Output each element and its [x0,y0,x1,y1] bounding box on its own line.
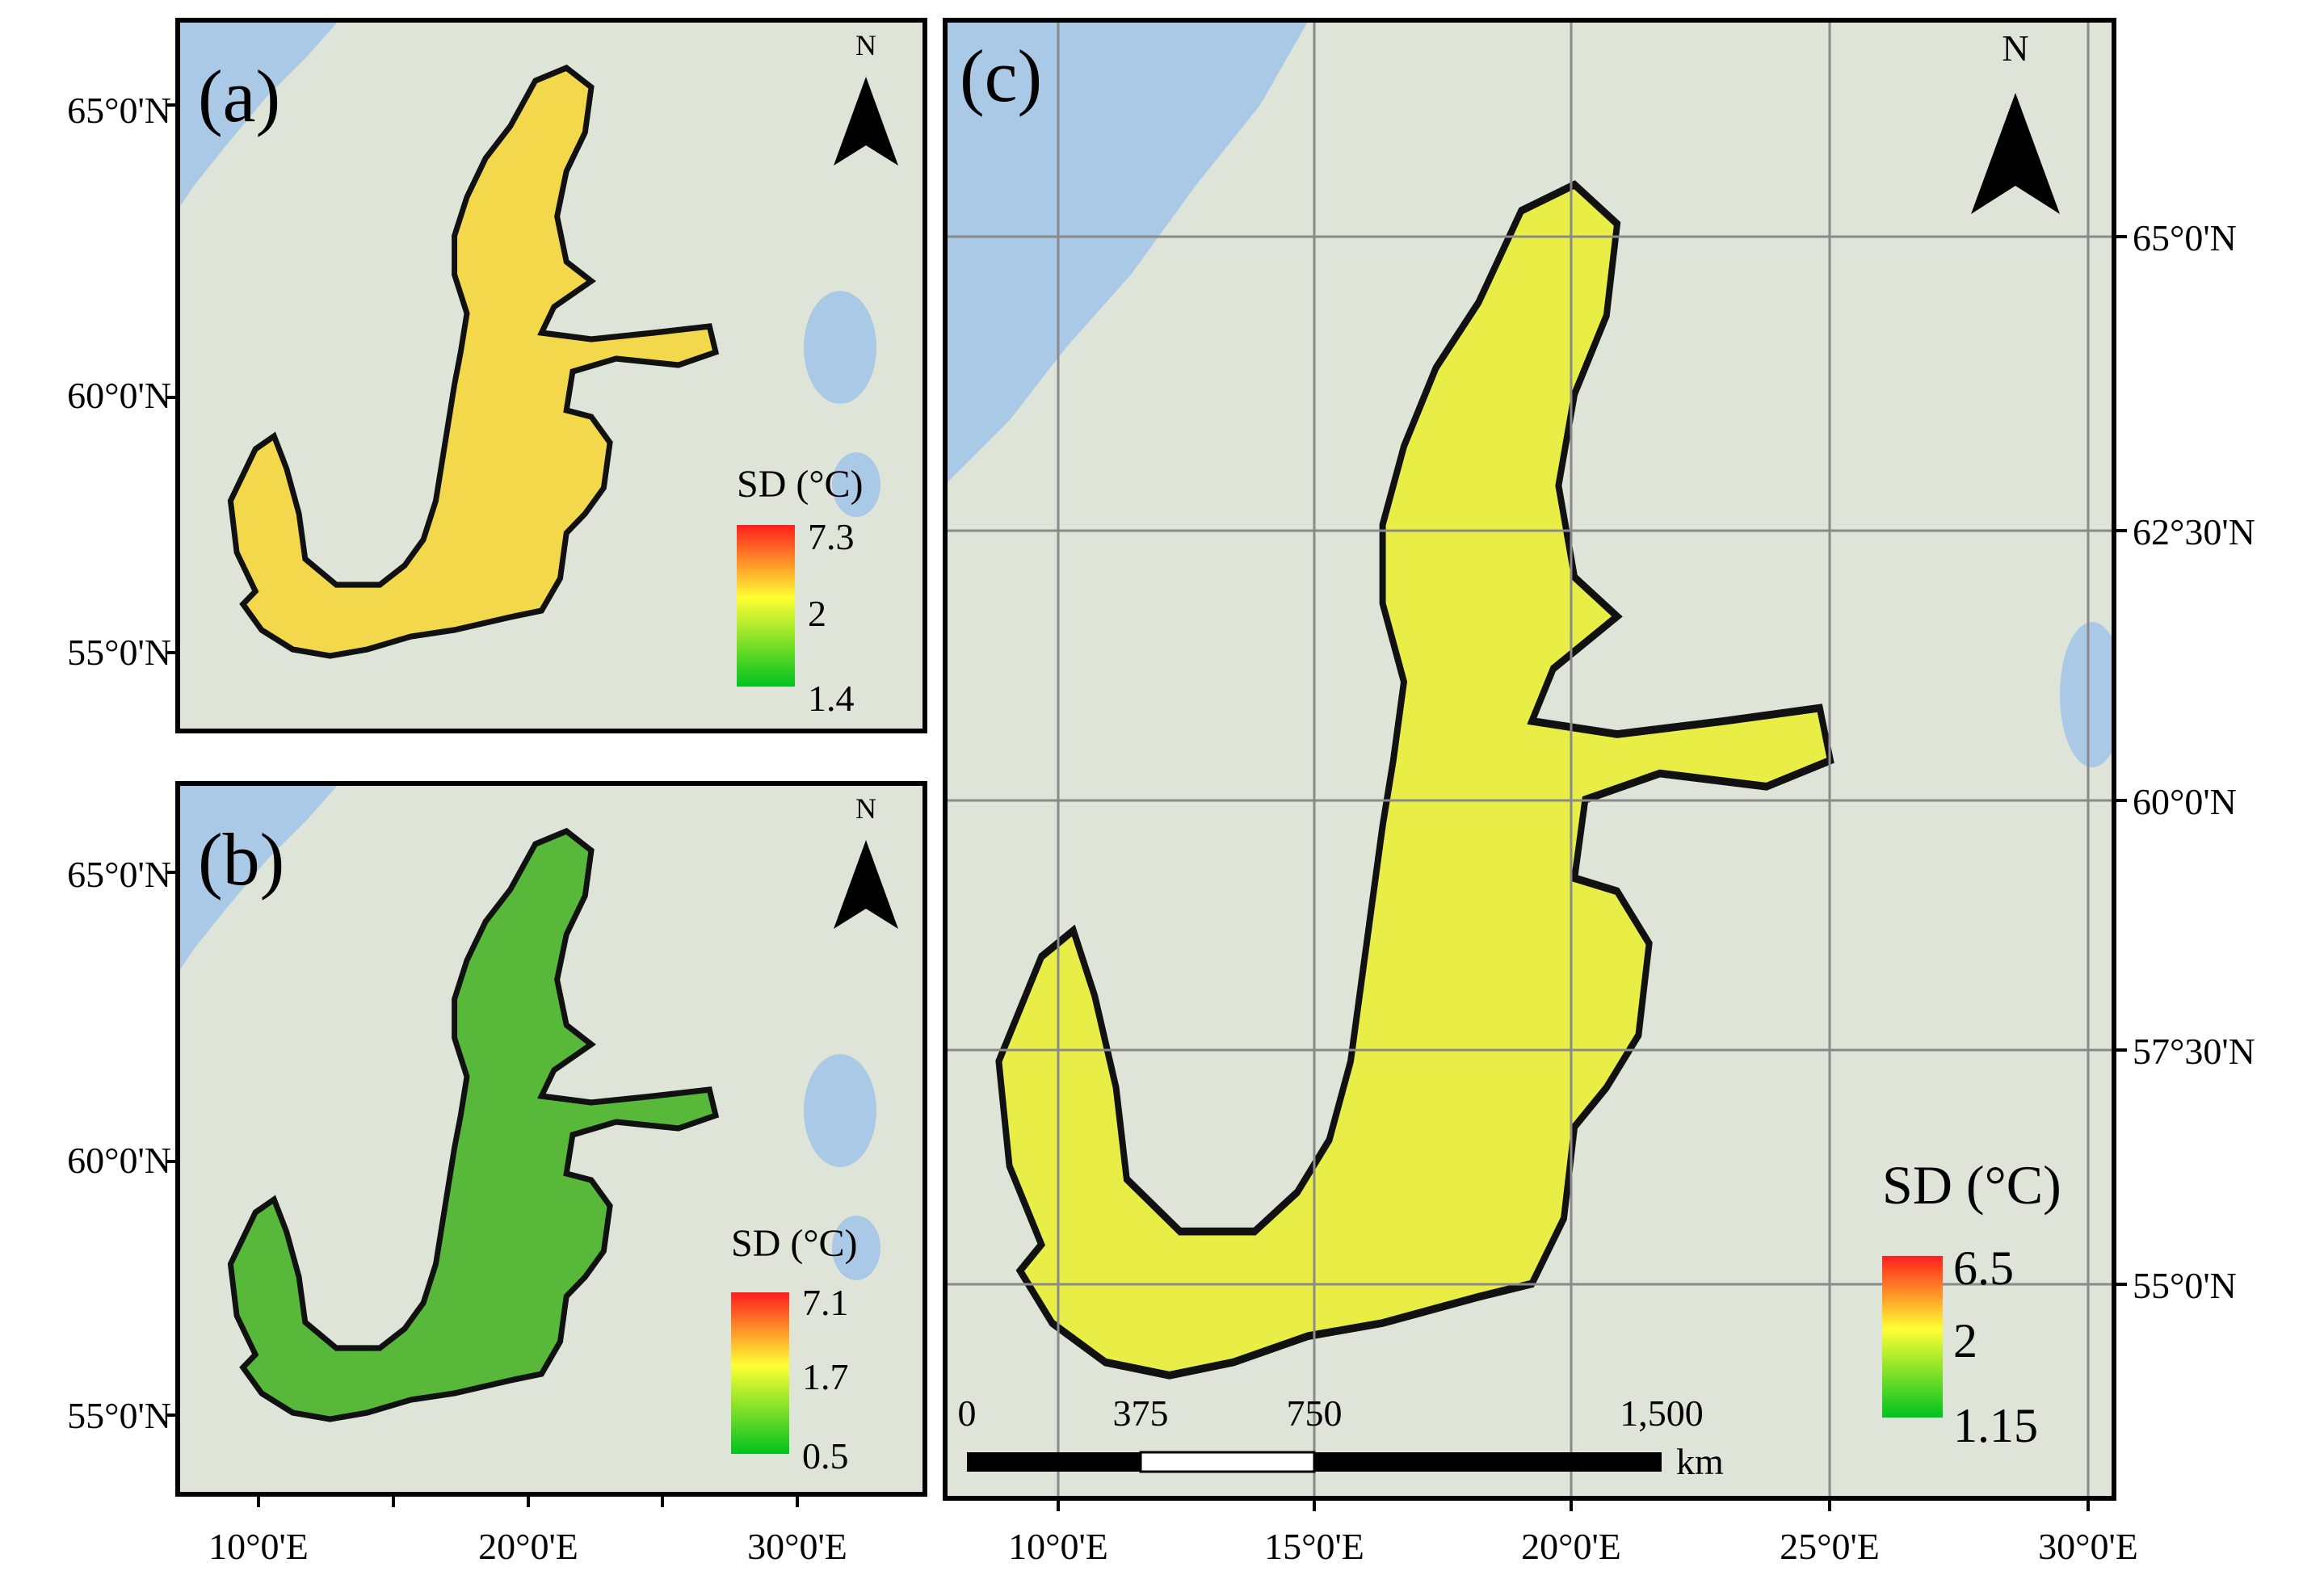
panel-b-legend-max: 7.1 [802,1282,849,1323]
panel-b-legend-title: SD (°C) [731,1222,858,1265]
panel-b-lat-label: 65°0'N [67,854,171,895]
panel-a-legend-mid: 2 [808,593,826,634]
panel-b-lon-label: 10°0'E [208,1526,309,1567]
panel-a-lat-label: 55°0'N [67,632,171,673]
panel-c-north-label: N [2002,27,2028,69]
panel-b: (b) N 65°0'N 60°0'N 55°0'N 10°0'E 20°0'E… [67,781,927,1567]
panel-b-lon-label: 30°0'E [747,1526,847,1567]
panel-a-lake [804,291,876,404]
panel-c-legend-mid: 2 [1953,1314,1977,1367]
panel-c-lon-label: 15°0'E [1264,1526,1364,1567]
panel-c-legend: SD (°C) 6.5 2 1.15 [1882,1154,2061,1452]
panel-a-ocean [178,20,339,210]
panel-a-legend-colorbar [737,525,795,687]
panel-c-lon-label: 20°0'E [1521,1526,1621,1567]
panel-c-lat-label: 55°0'N [2133,1265,2237,1306]
panel-b-lat-label: 60°0'N [67,1140,171,1181]
panel-a-frame [175,18,927,733]
north-arrow-icon [834,77,898,166]
panel-c-legend-title: SD (°C) [1882,1154,2061,1216]
panel-a-legend-min: 1.4 [808,678,855,719]
panel-c-lat-label: 62°30'N [2133,511,2255,552]
panel-c-legend-colorbar [1882,1256,1943,1418]
panel-a-legend: SD (°C) 7.3 2 1.4 [737,463,864,719]
panel-a-lake [832,452,880,517]
panel-b-frame [175,781,927,1497]
panel-c-scale-bar: 0 375 750 1,500 km [958,1392,1725,1482]
scale-bar-segment [1314,1452,1662,1472]
panel-c-graticule [945,20,2114,1498]
panel-b-legend-colorbar [731,1292,789,1454]
panel-b-lon-label: 20°0'E [478,1526,578,1567]
panel-c-lon-ticks [1057,1498,2090,1511]
scale-bar-segment [1139,1451,1316,1473]
scale-bar-label: 750 [1287,1392,1343,1434]
panel-c-lat-label: 60°0'N [2133,781,2237,822]
panel-c-legend-min: 1.15 [1953,1399,2038,1452]
panel-a-lat-label: 60°0'N [67,375,171,416]
panel-c-label: (c) [960,35,1042,117]
panel-b-legend: SD (°C) 7.1 1.7 0.5 [731,1222,858,1476]
panel-b-lake [804,1054,876,1167]
panel-b-label: (b) [198,818,284,901]
panel-b-legend-mid: 1.7 [802,1356,849,1397]
panel-a-north-label: N [855,29,876,61]
scale-bar-label: 1,500 [1620,1392,1704,1434]
panel-b-lake [832,1216,880,1280]
north-arrow-icon [834,840,898,929]
scale-bar-label: 0 [958,1392,977,1434]
panel-b-legend-min: 0.5 [802,1435,849,1476]
panel-c-lat-ticks [2114,235,2127,1286]
panel-c-frame [943,18,2116,1501]
scale-bar-segment [967,1452,1141,1472]
panel-b-north-label: N [855,792,876,825]
panel-a-lat-label: 65°0'N [67,90,171,131]
north-arrow-icon [1971,93,2060,214]
panel-c: (c) N 65°0'N 62°30'N 60°0'N 57°30'N 55°0… [943,18,2255,1567]
scale-bar-label: 375 [1113,1392,1169,1434]
panel-a-legend-title: SD (°C) [737,463,864,506]
panel-a: (a) N 65°0'N 60°0'N 55°0'N SD (°C) 7.3 2… [67,18,927,733]
panel-c-lon-label: 25°0'E [1780,1526,1880,1567]
scale-bar-unit: km [1676,1441,1724,1482]
panel-b-ocean [178,783,339,973]
panel-b-lat-label: 55°0'N [67,1395,171,1436]
panel-a-label: (a) [198,55,280,137]
panel-a-legend-max: 7.3 [808,516,855,557]
panel-c-lat-label: 57°30'N [2133,1031,2255,1072]
panel-c-lon-label: 10°0'E [1008,1526,1108,1567]
panel-c-lat-label: 65°0'N [2133,217,2237,258]
panel-c-ocean [945,20,1309,485]
panel-c-legend-max: 6.5 [1953,1241,2014,1295]
panel-c-lon-label: 30°0'E [2038,1526,2138,1567]
